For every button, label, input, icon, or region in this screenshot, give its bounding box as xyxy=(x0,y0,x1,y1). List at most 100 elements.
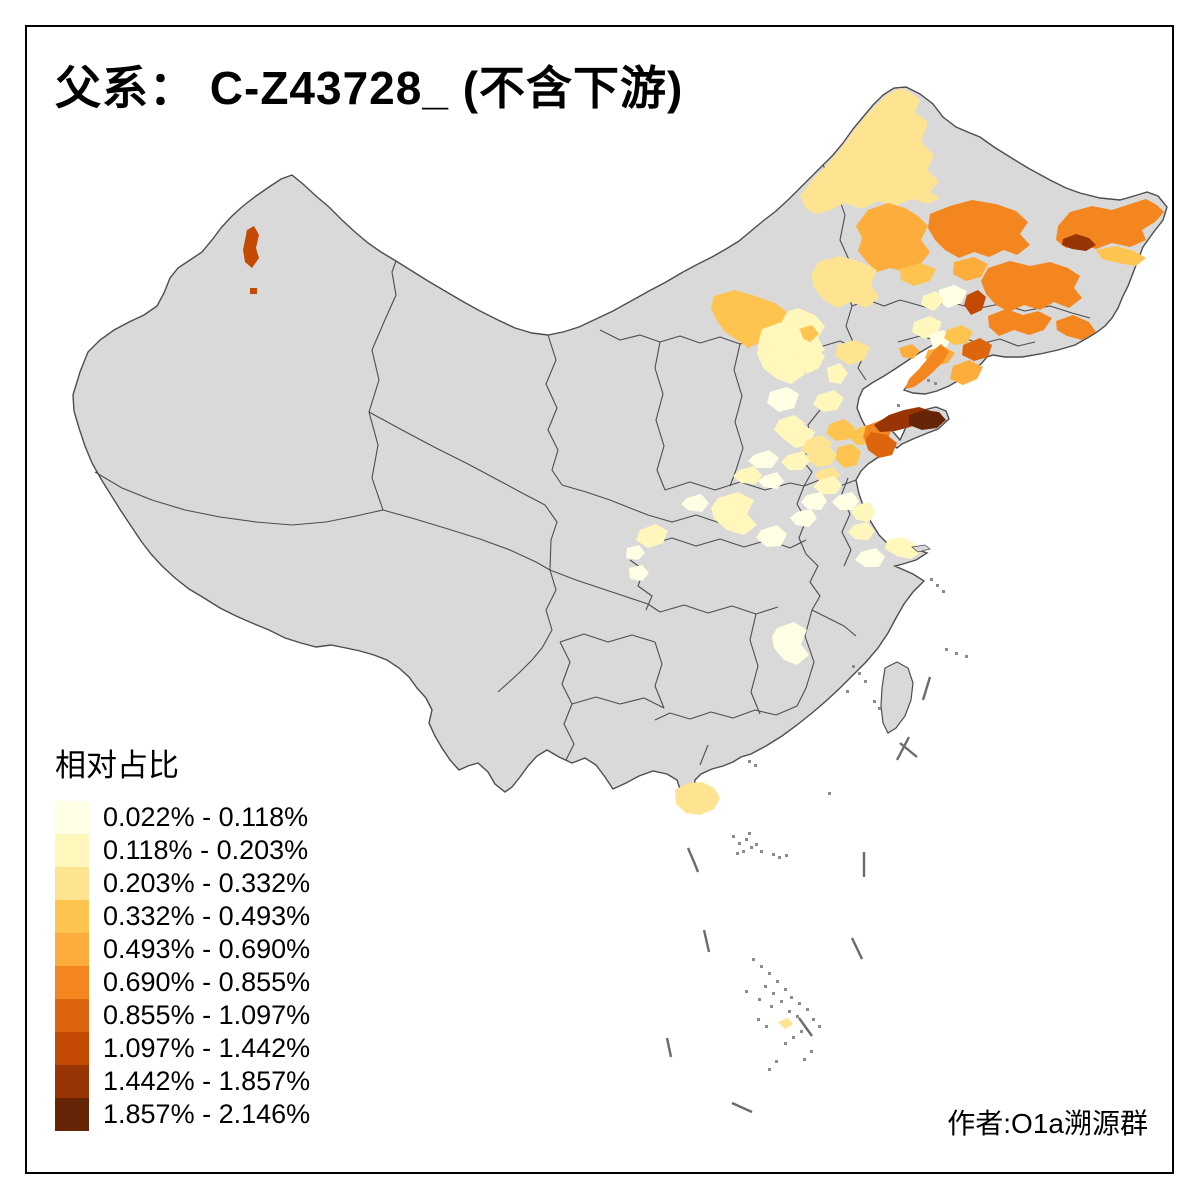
legend-color-swatch xyxy=(55,1098,89,1131)
legend-row: 0.855% - 1.097% xyxy=(55,999,310,1032)
page-title: 父系： C-Z43728_ (不含下游) xyxy=(55,62,684,114)
islet-dot xyxy=(764,985,767,988)
islet-dot xyxy=(772,853,775,856)
choropleth-region xyxy=(636,524,668,548)
islet-dot xyxy=(927,379,930,382)
islet-dot xyxy=(770,1005,773,1008)
islet-dot xyxy=(760,850,763,853)
choropleth-region xyxy=(909,410,946,430)
mainland-china xyxy=(72,86,1168,804)
islet-dot xyxy=(765,1025,768,1028)
legend-class-label: 1.097% - 1.442% xyxy=(103,1033,311,1063)
islet-dot xyxy=(745,990,748,993)
choropleth-region xyxy=(778,1018,793,1029)
legend-color-swatch xyxy=(55,801,89,834)
islet-dot xyxy=(778,856,781,859)
choropleth-region xyxy=(772,622,809,665)
province-border xyxy=(729,343,744,487)
legend-title: 相对占比 xyxy=(55,748,179,783)
legend-color-swatch xyxy=(55,1065,89,1098)
islet-dot xyxy=(757,1018,760,1021)
islet-dot xyxy=(852,665,855,668)
province-border xyxy=(647,537,807,549)
islet-dot xyxy=(934,382,937,385)
legend-color-swatch xyxy=(55,933,89,966)
choropleth-region xyxy=(848,522,875,540)
choropleth-region xyxy=(851,502,876,522)
islet-dot xyxy=(738,842,741,845)
islet-dot xyxy=(752,958,755,961)
islet-dot xyxy=(755,843,758,846)
legend-color-swatch xyxy=(55,966,89,999)
choropleth-region xyxy=(905,344,949,389)
choropleth-region xyxy=(629,565,649,581)
choropleth-region xyxy=(781,451,810,470)
choropleth-region xyxy=(733,466,762,484)
legend-class-label: 0.203% - 0.332% xyxy=(103,868,311,898)
islet-dot xyxy=(858,672,861,675)
legend-class-label: 0.855% - 1.097% xyxy=(103,1000,311,1030)
choropleth-region xyxy=(835,340,870,365)
islet-dot xyxy=(800,1030,803,1033)
chongming-island xyxy=(911,544,931,553)
islet-dot xyxy=(790,996,793,999)
islet-dot xyxy=(788,1010,791,1013)
nine-dash-line-segment xyxy=(665,1037,673,1058)
choropleth-region xyxy=(813,390,844,412)
choropleth-region xyxy=(758,472,784,489)
province-border xyxy=(368,260,397,511)
islet-dot xyxy=(810,1050,813,1053)
islet-dot xyxy=(792,1036,795,1039)
nine-dash-line-segment xyxy=(895,736,911,761)
choropleth-region xyxy=(855,548,885,567)
choropleth-region xyxy=(711,492,757,535)
islet-dot xyxy=(776,980,779,983)
province-border xyxy=(559,633,656,643)
islet-dot xyxy=(812,1018,815,1021)
legend-row: 1.857% - 2.146% xyxy=(55,1098,310,1131)
nine-dash-line-segment xyxy=(702,929,711,953)
islet-dot xyxy=(748,832,751,835)
province-border xyxy=(749,613,761,715)
province-border xyxy=(94,471,384,526)
legend-row: 0.118% - 0.203% xyxy=(55,834,310,867)
legend-color-swatch xyxy=(55,999,89,1032)
province-border xyxy=(659,604,779,615)
legend-color-swatch xyxy=(55,1032,89,1065)
choropleth-region xyxy=(964,290,986,315)
province-border xyxy=(561,484,745,524)
legend-color-swatch xyxy=(55,900,89,933)
choropleth-region xyxy=(748,450,779,468)
islet-dot xyxy=(732,835,735,838)
islet-dot xyxy=(796,1015,799,1018)
choropleth-region xyxy=(1056,315,1096,340)
choropleth-region xyxy=(981,261,1082,312)
province-border xyxy=(654,705,798,721)
choropleth-region xyxy=(799,325,819,342)
choropleth-region xyxy=(921,291,944,311)
choropleth-region xyxy=(757,322,806,384)
islet-dot xyxy=(936,584,939,587)
choropleth-region xyxy=(1062,234,1096,251)
province-border xyxy=(840,477,852,567)
islet-dot xyxy=(745,838,748,841)
choropleth-region xyxy=(1096,246,1146,266)
islet-dot xyxy=(878,707,881,710)
legend-rows: 0.022% - 0.118% 0.118% - 0.203% 0.203% - 0… xyxy=(55,801,310,1131)
province-border xyxy=(571,696,665,709)
province-border xyxy=(382,509,551,571)
islet-dot xyxy=(784,1042,787,1045)
islet-dot xyxy=(784,988,787,991)
islet-dot xyxy=(955,652,958,655)
legend-row: 0.332% - 0.493% xyxy=(55,900,310,933)
taiwan-island xyxy=(880,661,914,734)
choropleth-region xyxy=(937,285,967,308)
province-border xyxy=(368,411,546,506)
legend-row: 1.097% - 1.442% xyxy=(55,1032,310,1065)
legend-class-label: 0.118% - 0.203% xyxy=(103,835,309,865)
choropleth-region xyxy=(801,492,827,510)
choropleth-region xyxy=(626,545,645,560)
nine-dash-line-segment xyxy=(921,676,932,701)
nine-dash-line-segment xyxy=(798,1017,813,1037)
